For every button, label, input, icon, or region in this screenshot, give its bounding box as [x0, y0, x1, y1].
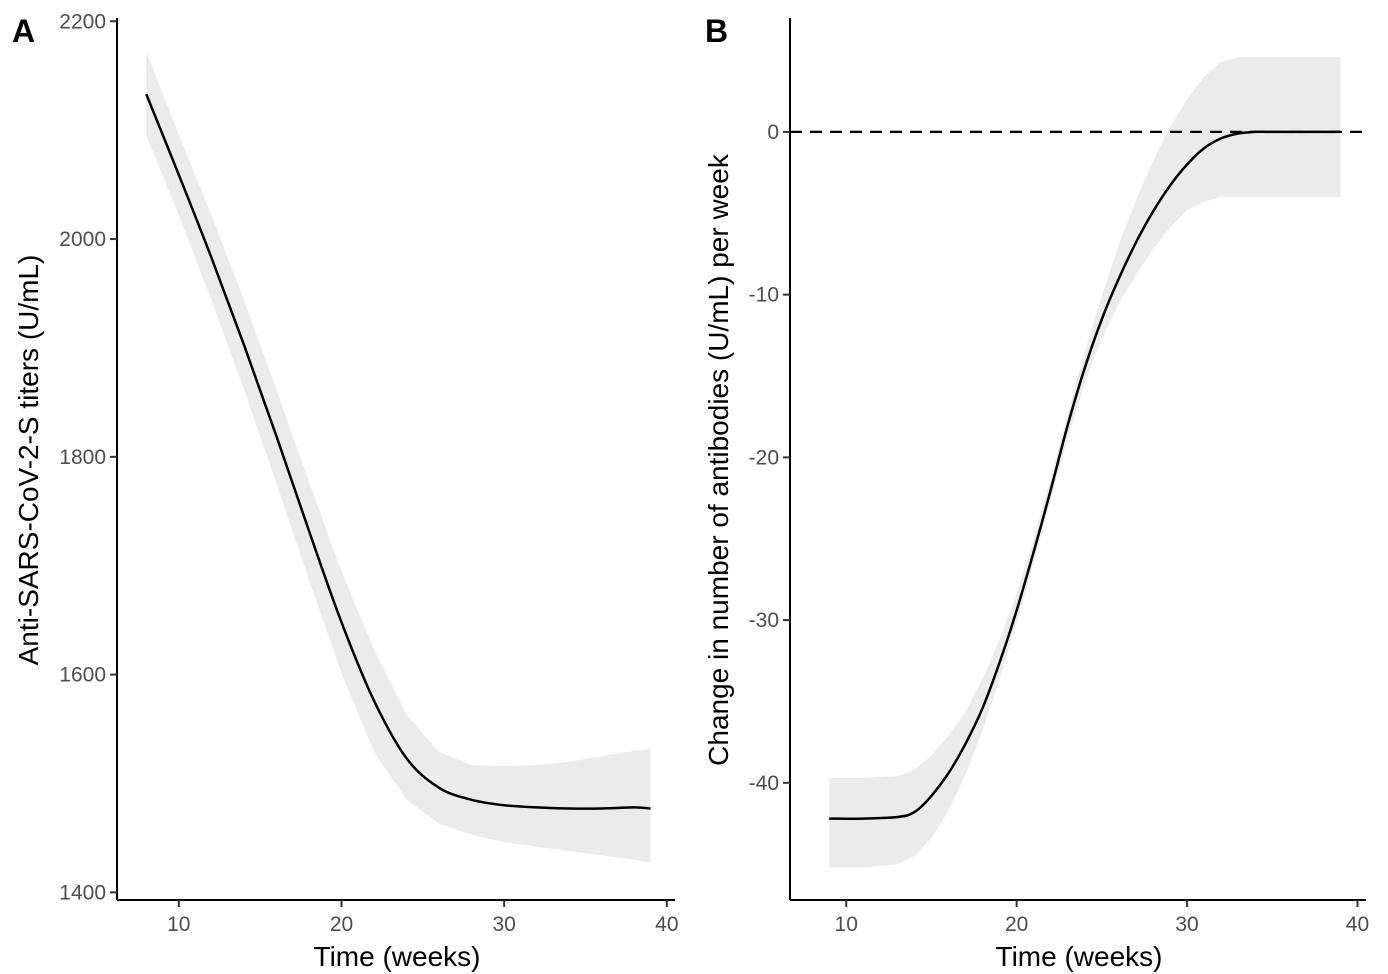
panel-a: A 1400 1600 1800 2000 2200 10 20 30 40 Time (we… [12, 10, 679, 972]
x-axis-ticks: 10 20 30 40 [835, 900, 1369, 936]
y-tick-label: -30 [749, 609, 779, 632]
x-axis-title: Time (weeks) [996, 941, 1163, 972]
x-tick-label: 10 [167, 913, 190, 936]
confidence-band [146, 51, 651, 864]
x-axis-title: Time (weeks) [314, 941, 481, 972]
y-axis-title: Change in number of antibodies (U/mL) pe… [703, 153, 734, 766]
y-tick-label: 1400 [59, 881, 106, 904]
series-line [145, 93, 651, 810]
y-tick-label: -20 [749, 446, 779, 469]
y-axis-title: Anti-SARS-CoV-2-S titers (U/mL) [13, 255, 44, 666]
panel-a-tag: A [12, 13, 35, 49]
y-axis-ticks: -40 -30 -20 -10 0 [749, 121, 790, 795]
x-tick-label: 20 [1005, 913, 1028, 936]
x-tick-label: 10 [835, 913, 858, 936]
x-tick-label: 30 [1175, 913, 1198, 936]
x-tick-label: 40 [1346, 913, 1369, 936]
x-axis-ticks: 10 20 30 40 [167, 900, 679, 936]
panel-b: B -40 -30 -20 -10 0 10 20 30 40 Time (weeks) Ch… [703, 13, 1369, 972]
panel-b-tag: B [705, 13, 728, 49]
x-tick-label: 30 [493, 913, 516, 936]
y-tick-label: 0 [767, 121, 779, 144]
series-line [829, 130, 1341, 820]
y-tick-label: 2200 [59, 10, 106, 33]
y-tick-label: 2000 [59, 228, 106, 251]
y-axis-ticks: 1400 1600 1800 2000 2200 [59, 10, 117, 904]
confidence-band [829, 57, 1341, 868]
y-tick-label: -40 [749, 772, 779, 795]
x-tick-label: 20 [330, 913, 353, 936]
y-tick-label: 1800 [59, 446, 106, 469]
x-tick-label: 40 [655, 913, 678, 936]
y-tick-label: 1600 [59, 664, 106, 687]
y-tick-label: -10 [749, 284, 779, 307]
